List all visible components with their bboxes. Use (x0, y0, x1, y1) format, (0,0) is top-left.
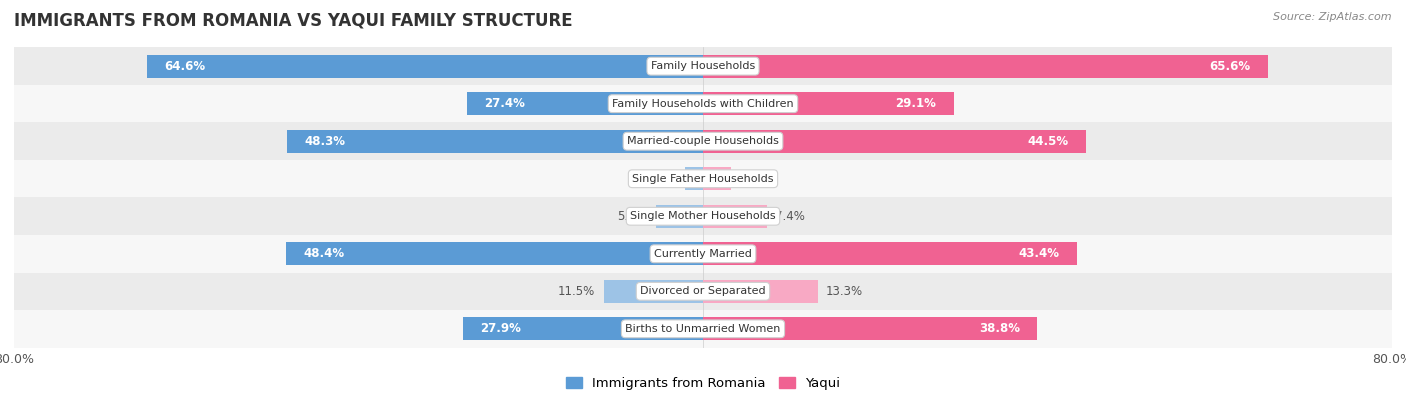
Bar (605, 280, 703, 303)
Text: 48.3%: 48.3% (304, 135, 346, 148)
Text: 44.5%: 44.5% (1028, 135, 1069, 148)
Text: Single Father Households: Single Father Households (633, 174, 773, 184)
Text: 7.4%: 7.4% (775, 210, 806, 223)
Text: Married-couple Households: Married-couple Households (627, 136, 779, 146)
Bar (655, 205, 703, 228)
Legend: Immigrants from Romania, Yaqui: Immigrants from Romania, Yaqui (561, 371, 845, 395)
Bar (703, 167, 731, 190)
Text: 43.4%: 43.4% (1018, 247, 1060, 260)
Text: Currently Married: Currently Married (654, 249, 752, 259)
Bar (287, 130, 703, 153)
Text: 38.8%: 38.8% (979, 322, 1019, 335)
Bar (14, 122, 1392, 160)
Bar (703, 242, 1077, 265)
Bar (463, 317, 703, 340)
Text: 48.4%: 48.4% (304, 247, 344, 260)
Text: 64.6%: 64.6% (165, 60, 205, 73)
Text: Births to Unmarried Women: Births to Unmarried Women (626, 324, 780, 334)
Text: 27.4%: 27.4% (484, 97, 524, 110)
Bar (703, 92, 953, 115)
Text: Source: ZipAtlas.com: Source: ZipAtlas.com (1274, 12, 1392, 22)
Bar (685, 167, 703, 190)
Text: 65.6%: 65.6% (1209, 60, 1251, 73)
Text: 29.1%: 29.1% (896, 97, 936, 110)
Bar (14, 160, 1392, 198)
Text: IMMIGRANTS FROM ROMANIA VS YAQUI FAMILY STRUCTURE: IMMIGRANTS FROM ROMANIA VS YAQUI FAMILY … (14, 11, 572, 29)
Bar (14, 85, 1392, 122)
Text: 13.3%: 13.3% (827, 285, 863, 298)
Bar (14, 198, 1392, 235)
Bar (703, 130, 1087, 153)
Text: Family Households with Children: Family Households with Children (612, 99, 794, 109)
Bar (14, 235, 1392, 273)
Bar (14, 310, 1392, 348)
Text: 27.9%: 27.9% (479, 322, 520, 335)
Text: 3.2%: 3.2% (740, 172, 769, 185)
Bar (14, 47, 1392, 85)
Bar (703, 280, 817, 303)
Bar (703, 55, 1268, 78)
Bar (287, 242, 703, 265)
Bar (467, 92, 703, 115)
Text: Single Mother Households: Single Mother Households (630, 211, 776, 221)
Text: 2.1%: 2.1% (647, 172, 676, 185)
Text: Divorced or Separated: Divorced or Separated (640, 286, 766, 296)
Text: Family Households: Family Households (651, 61, 755, 71)
Text: 5.5%: 5.5% (617, 210, 647, 223)
Text: 11.5%: 11.5% (558, 285, 595, 298)
Bar (14, 273, 1392, 310)
Bar (703, 205, 766, 228)
Bar (146, 55, 703, 78)
Bar (703, 317, 1038, 340)
